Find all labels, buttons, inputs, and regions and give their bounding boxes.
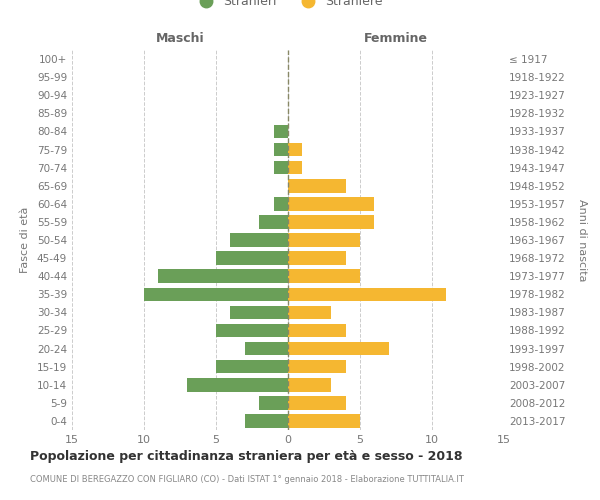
- Bar: [288, 414, 360, 428]
- Bar: [288, 142, 302, 156]
- Bar: [158, 270, 288, 283]
- Bar: [288, 233, 360, 247]
- Bar: [274, 197, 288, 210]
- Text: Maschi: Maschi: [155, 32, 205, 44]
- Bar: [288, 324, 346, 338]
- Bar: [288, 252, 346, 265]
- Bar: [216, 360, 288, 374]
- Text: Popolazione per cittadinanza straniera per età e sesso - 2018: Popolazione per cittadinanza straniera p…: [30, 450, 463, 463]
- Bar: [216, 252, 288, 265]
- Bar: [187, 378, 288, 392]
- Bar: [288, 215, 374, 228]
- Bar: [288, 378, 331, 392]
- Bar: [288, 270, 360, 283]
- Legend: Stranieri, Straniere: Stranieri, Straniere: [188, 0, 388, 14]
- Bar: [274, 161, 288, 174]
- Bar: [230, 233, 288, 247]
- Bar: [216, 324, 288, 338]
- Bar: [288, 288, 446, 301]
- Bar: [144, 288, 288, 301]
- Bar: [288, 197, 374, 210]
- Bar: [288, 342, 389, 355]
- Text: Femmine: Femmine: [364, 32, 428, 44]
- Bar: [274, 124, 288, 138]
- Y-axis label: Fasce di età: Fasce di età: [20, 207, 30, 273]
- Text: COMUNE DI BEREGAZZO CON FIGLIARO (CO) - Dati ISTAT 1° gennaio 2018 - Elaborazion: COMUNE DI BEREGAZZO CON FIGLIARO (CO) - …: [30, 475, 464, 484]
- Bar: [230, 306, 288, 319]
- Bar: [245, 414, 288, 428]
- Bar: [245, 342, 288, 355]
- Y-axis label: Anni di nascita: Anni di nascita: [577, 198, 587, 281]
- Bar: [288, 360, 346, 374]
- Bar: [288, 179, 346, 192]
- Bar: [288, 306, 331, 319]
- Bar: [274, 142, 288, 156]
- Bar: [259, 396, 288, 409]
- Bar: [259, 215, 288, 228]
- Bar: [288, 396, 346, 409]
- Bar: [288, 161, 302, 174]
